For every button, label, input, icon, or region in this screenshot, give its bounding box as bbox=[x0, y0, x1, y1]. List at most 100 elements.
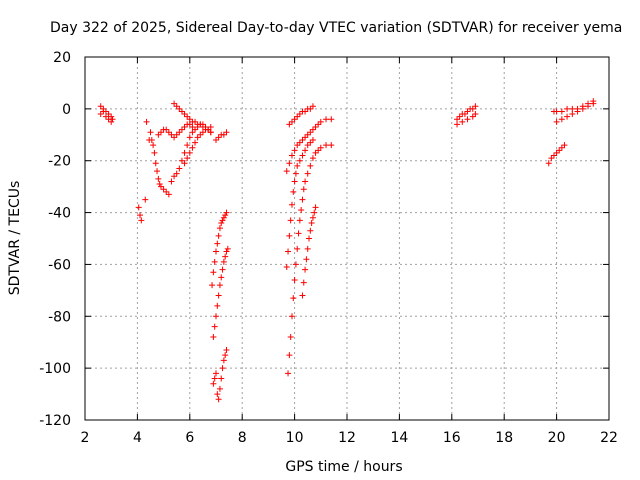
data-point bbox=[569, 111, 576, 118]
x-tick-label: 4 bbox=[133, 430, 142, 446]
data-point bbox=[207, 129, 214, 136]
data-point bbox=[291, 116, 298, 123]
data-point bbox=[157, 183, 164, 190]
data-point bbox=[323, 116, 330, 123]
data-point bbox=[135, 204, 142, 211]
data-point bbox=[155, 175, 162, 182]
data-point bbox=[304, 142, 311, 149]
data-point bbox=[302, 134, 309, 141]
data-point bbox=[189, 129, 196, 136]
data-point bbox=[211, 323, 218, 330]
data-point bbox=[215, 232, 222, 239]
data-point bbox=[207, 124, 214, 131]
data-point bbox=[564, 113, 571, 120]
data-point bbox=[296, 157, 303, 164]
data-point bbox=[300, 186, 307, 193]
data-point bbox=[152, 160, 159, 167]
data-point bbox=[299, 196, 306, 203]
data-point bbox=[456, 113, 463, 120]
data-point bbox=[459, 118, 466, 125]
data-point bbox=[223, 209, 230, 216]
data-point bbox=[472, 103, 479, 110]
data-point bbox=[157, 129, 164, 136]
data-point bbox=[464, 108, 471, 115]
data-point bbox=[469, 105, 476, 112]
data-point bbox=[108, 113, 115, 120]
series-arc-13 bbox=[299, 204, 319, 299]
data-point bbox=[294, 142, 301, 149]
data-point bbox=[296, 139, 303, 146]
data-point bbox=[156, 181, 163, 188]
data-point bbox=[286, 121, 293, 128]
data-point bbox=[197, 121, 204, 128]
data-point bbox=[464, 116, 471, 123]
data-point bbox=[171, 100, 178, 107]
data-point bbox=[154, 168, 161, 175]
data-point bbox=[302, 178, 309, 185]
data-point bbox=[184, 113, 191, 120]
data-point bbox=[216, 282, 223, 289]
data-point bbox=[215, 134, 222, 141]
data-point bbox=[220, 258, 227, 265]
data-point bbox=[186, 149, 193, 156]
data-point bbox=[184, 155, 191, 162]
data-point bbox=[323, 142, 330, 149]
data-point bbox=[222, 253, 229, 260]
data-point bbox=[317, 118, 324, 125]
data-point bbox=[142, 196, 149, 203]
data-point bbox=[553, 108, 560, 115]
y-tick-label: -20 bbox=[48, 154, 71, 170]
series-arc-8 bbox=[209, 209, 230, 289]
data-point bbox=[283, 168, 290, 175]
data-point bbox=[181, 111, 188, 118]
data-point bbox=[299, 152, 306, 159]
y-tick-label: 0 bbox=[62, 102, 71, 118]
data-point bbox=[138, 217, 145, 224]
series-arc-14 bbox=[283, 116, 335, 175]
series-arc-10 bbox=[210, 346, 230, 403]
data-point bbox=[287, 334, 294, 341]
data-point bbox=[186, 134, 193, 141]
data-point bbox=[288, 118, 295, 125]
series-arc-3 bbox=[155, 121, 196, 141]
series-arc-15 bbox=[286, 103, 316, 128]
data-point bbox=[312, 124, 319, 131]
data-point bbox=[290, 188, 297, 195]
y-tick-label: -80 bbox=[48, 309, 71, 325]
data-point bbox=[218, 375, 225, 382]
data-point bbox=[192, 118, 199, 125]
data-point bbox=[302, 108, 309, 115]
data-point bbox=[307, 129, 314, 136]
data-point bbox=[304, 170, 311, 177]
data-point bbox=[219, 266, 226, 273]
data-point bbox=[218, 219, 225, 226]
data-point bbox=[286, 232, 293, 239]
data-point bbox=[307, 162, 314, 169]
data-point bbox=[291, 178, 298, 185]
data-point bbox=[307, 227, 314, 234]
series-arc-9 bbox=[210, 245, 231, 341]
gridlines bbox=[85, 57, 609, 420]
data-point bbox=[150, 142, 157, 149]
x-tick-label: 16 bbox=[443, 430, 461, 446]
data-point bbox=[285, 248, 292, 255]
data-point bbox=[163, 126, 170, 133]
data-point bbox=[545, 160, 552, 167]
x-tick-label: 10 bbox=[286, 430, 304, 446]
data-point bbox=[308, 219, 315, 226]
data-point bbox=[155, 131, 162, 138]
data-point bbox=[312, 204, 319, 211]
series-arc-1 bbox=[97, 103, 116, 125]
data-point bbox=[307, 139, 314, 146]
data-point bbox=[328, 116, 335, 123]
data-point bbox=[213, 370, 219, 377]
data-point bbox=[160, 186, 167, 193]
data-marks bbox=[97, 98, 597, 403]
data-point bbox=[286, 160, 293, 167]
data-point bbox=[209, 282, 216, 289]
data-point bbox=[303, 256, 310, 263]
y-axis-label: SDTVAR / TECUs bbox=[7, 181, 23, 296]
data-point bbox=[312, 149, 319, 156]
data-point bbox=[100, 108, 107, 115]
data-point bbox=[309, 103, 316, 110]
